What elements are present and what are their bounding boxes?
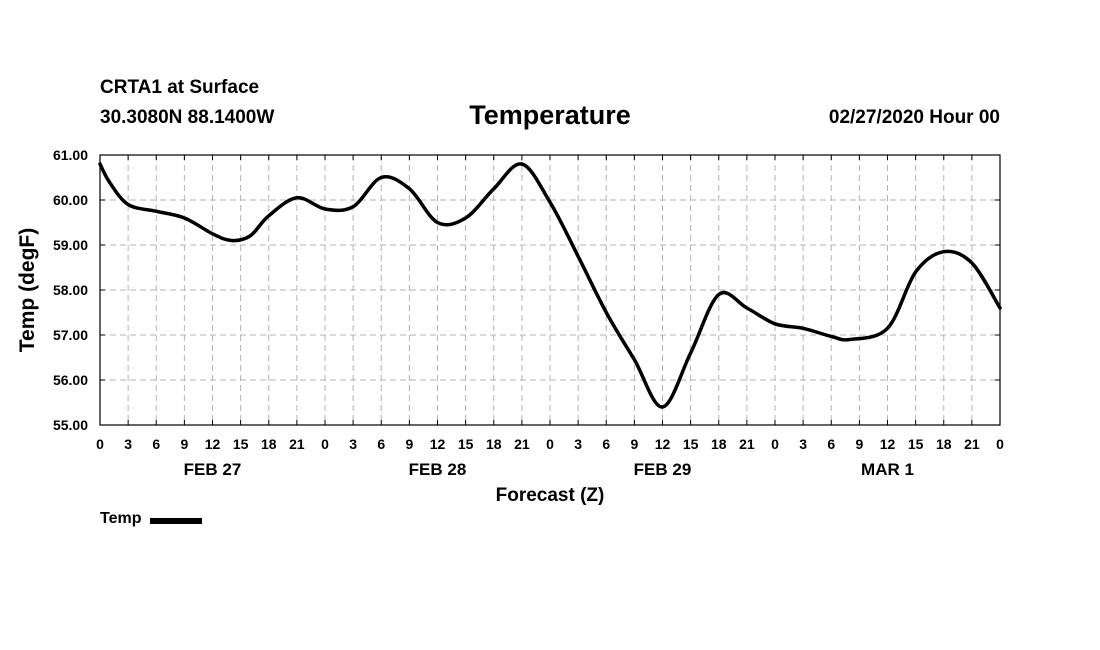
data-point-temp (156, 211, 157, 212)
x-tick-label: 21 (514, 436, 530, 452)
data-point-temp (850, 339, 851, 340)
data-point-temp (887, 328, 888, 329)
date-label: FEB 28 (409, 460, 467, 479)
data-point-temp (662, 407, 663, 408)
x-tick-label: 12 (205, 436, 221, 452)
data-point-temp (296, 197, 297, 198)
y-tick-label: 58.00 (53, 282, 88, 298)
data-point-temp (606, 312, 607, 313)
x-axis-label: Forecast (Z) (496, 485, 605, 506)
x-tick-label: 12 (655, 436, 671, 452)
data-point-temp (971, 263, 972, 264)
data-point-temp (437, 222, 438, 223)
x-tick-label: 0 (321, 436, 329, 452)
data-point-temp (803, 328, 804, 329)
x-tick-label: 9 (180, 436, 188, 452)
chart-title: Temperature (469, 100, 631, 130)
data-point-temp (578, 256, 579, 257)
axis-labels: 0 3 6 9 12 15 18 21 0 3 6 9 12 15 18 21 0 3 6 9 12 15 18 21 0 3 6 9… (16, 147, 1004, 506)
axes (99, 154, 1001, 426)
data-point-temp (746, 308, 747, 309)
data-point-temp (250, 236, 251, 237)
x-tick-label: 3 (124, 436, 132, 452)
x-tick-label: 9 (405, 436, 413, 452)
x-tick-label: 3 (574, 436, 582, 452)
data-point-temp (184, 218, 185, 219)
data-point-temp (353, 206, 354, 207)
station-coordinates: 30.3080N 88.1400W (100, 107, 275, 128)
x-tick-label: 6 (152, 436, 160, 452)
x-tick-label: 0 (771, 436, 779, 452)
x-tick-label: 9 (630, 436, 638, 452)
x-tick-label: 18 (936, 436, 952, 452)
data-point-temp (268, 215, 269, 216)
legend-label: Temp (100, 510, 142, 527)
data-point-temp (775, 323, 776, 324)
data-point-temp (634, 359, 635, 360)
x-tick-label: 21 (739, 436, 755, 452)
x-tick-label: 0 (546, 436, 554, 452)
x-tick-label: 15 (683, 436, 699, 452)
date-label: MAR 1 (861, 460, 914, 479)
data-point-temp (409, 188, 410, 189)
x-tick-label: 6 (377, 436, 385, 452)
x-tick-label: 6 (827, 436, 835, 452)
data-point-temp (231, 240, 232, 241)
x-tick-label: 9 (855, 436, 863, 452)
y-tick-label: 61.00 (53, 147, 88, 163)
x-tick-label: 15 (233, 436, 249, 452)
data-point-temp (690, 353, 691, 354)
x-tick-label: 0 (96, 436, 104, 452)
data-point-temp (212, 233, 213, 234)
data-point-temp (109, 182, 110, 183)
station-name: CRTA1 at Surface (100, 77, 260, 98)
y-tick-label: 59.00 (53, 237, 88, 253)
y-tick-label: 56.00 (53, 372, 88, 388)
x-tick-label: 21 (289, 436, 305, 452)
x-tick-label: 6 (602, 436, 610, 452)
grid-lines (100, 155, 1000, 425)
data-point-temp (550, 202, 551, 203)
data-point-temp (718, 294, 719, 295)
y-tick-label: 57.00 (53, 327, 88, 343)
data-point-temp (943, 251, 944, 252)
x-tick-label: 3 (349, 436, 357, 452)
y-tick-label: 55.00 (53, 417, 88, 433)
y-tick-label: 60.00 (53, 192, 88, 208)
data-point-temp (521, 164, 522, 165)
plot-frame (99, 154, 1001, 426)
data-point-temp (831, 336, 832, 337)
x-tick-label: 21 (964, 436, 980, 452)
data-point-temp (325, 209, 326, 210)
data-point-temp (128, 204, 129, 205)
y-axis-label: Temp (degF) (16, 228, 39, 352)
series-layer (98, 162, 1002, 409)
x-tick-label: 15 (458, 436, 474, 452)
model-run-time: 02/27/2020 Hour 00 (828, 107, 1000, 128)
data-point-temp (493, 188, 494, 189)
x-tick-label: 18 (486, 436, 502, 452)
x-tick-label: 18 (261, 436, 277, 452)
series-line-temp (98, 162, 1002, 409)
legend: Temp (100, 510, 203, 528)
data-point-temp (100, 164, 101, 165)
x-tick-label: 12 (430, 436, 446, 452)
data-point-temp (465, 218, 466, 219)
legend-swatch (150, 517, 203, 524)
x-tick-label: 12 (880, 436, 896, 452)
data-point-temp (381, 177, 382, 178)
x-tick-label: 0 (996, 436, 1004, 452)
data-point-temp (1000, 308, 1001, 309)
date-label: FEB 29 (634, 460, 692, 479)
x-tick-label: 3 (799, 436, 807, 452)
data-point-temp (915, 272, 916, 273)
x-tick-label: 18 (711, 436, 727, 452)
date-label: FEB 27 (184, 460, 242, 479)
x-tick-label: 15 (908, 436, 924, 452)
